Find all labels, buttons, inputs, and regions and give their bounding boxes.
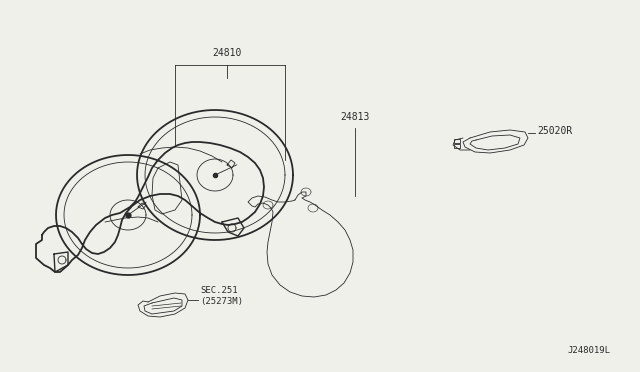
Text: SEC.251
(25273M): SEC.251 (25273M) xyxy=(200,286,243,306)
Text: 24813: 24813 xyxy=(340,112,370,122)
Text: J248019L: J248019L xyxy=(567,346,610,355)
Bar xyxy=(454,144,460,148)
Bar xyxy=(454,139,460,143)
Text: 24810: 24810 xyxy=(212,48,242,58)
Text: 25020R: 25020R xyxy=(537,126,572,136)
